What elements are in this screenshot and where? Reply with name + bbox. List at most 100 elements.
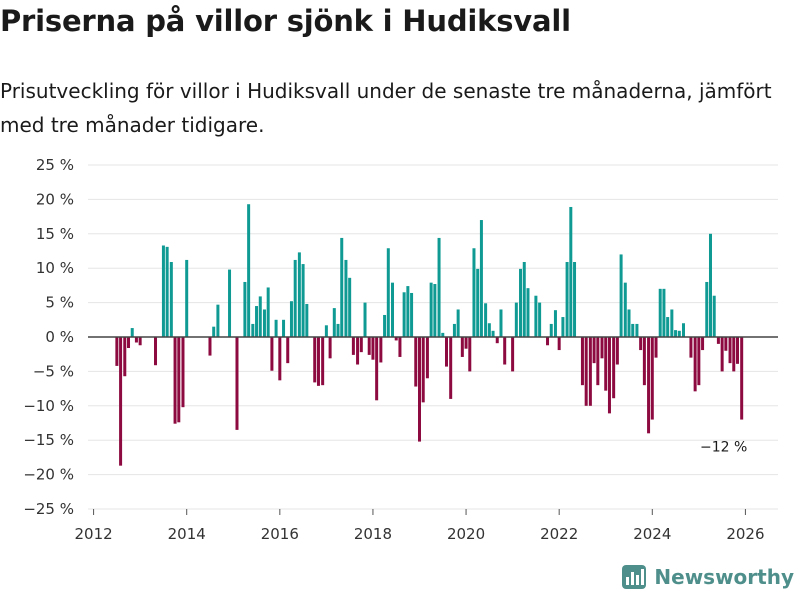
bar (328, 337, 332, 359)
bar (615, 337, 619, 365)
y-tick-label: 20 % (36, 190, 74, 208)
bar (336, 323, 340, 337)
bar (728, 337, 732, 364)
bar (247, 204, 251, 337)
bar (519, 268, 523, 337)
bar (429, 282, 433, 337)
bar (344, 259, 348, 337)
bar (421, 337, 425, 403)
bar (286, 337, 290, 364)
bar (154, 337, 158, 366)
chart-title: Priserna på villor sjönk i Hudiksvall (0, 4, 571, 38)
bar (165, 246, 169, 337)
bar (383, 314, 387, 337)
bar (258, 296, 262, 337)
bar (406, 286, 410, 337)
bar (735, 337, 739, 364)
brand-logo: Newsworthy (622, 562, 794, 592)
bar (181, 337, 185, 408)
axes: 25 % 20 % 15 % 10 % 5 % 0 % −5 % −10 % −15 % −20 … (23, 156, 778, 543)
x-tick-label: 2026 (726, 525, 764, 543)
bar (549, 323, 553, 337)
bar (301, 264, 305, 337)
bar (367, 337, 371, 355)
bar (324, 325, 328, 337)
bar (484, 303, 488, 337)
bar (414, 337, 418, 387)
bar (514, 302, 518, 337)
bar (449, 337, 453, 399)
bar (716, 337, 720, 344)
bar (491, 330, 495, 337)
x-tick-label: 2022 (540, 525, 578, 543)
bar (740, 337, 744, 420)
bar (127, 337, 131, 349)
bar (522, 262, 526, 337)
bar (297, 252, 301, 337)
bars (115, 204, 744, 466)
bar (289, 301, 293, 337)
bar (235, 337, 239, 430)
bar (130, 328, 134, 337)
bar (371, 337, 375, 360)
x-tick-label: 2020 (447, 525, 485, 543)
x-tick-label: 2024 (633, 525, 671, 543)
bar (631, 323, 635, 337)
bar (282, 319, 286, 337)
bar (612, 337, 616, 399)
bar (441, 332, 445, 337)
bar (635, 323, 639, 337)
x-tick-label: 2018 (354, 525, 392, 543)
bar (270, 337, 274, 371)
bar (677, 330, 681, 337)
bar (708, 233, 712, 337)
bar (623, 282, 627, 337)
bar (607, 337, 611, 414)
bar (161, 245, 165, 337)
y-tick-label: 15 % (36, 225, 74, 243)
bar (670, 309, 674, 337)
bar (134, 337, 138, 343)
bar (340, 237, 344, 337)
bar (705, 281, 709, 337)
bar (293, 259, 297, 337)
bar (169, 262, 173, 337)
bar (185, 259, 189, 337)
bar (596, 337, 600, 386)
bar (627, 309, 631, 337)
bar (321, 337, 325, 386)
bar (119, 337, 123, 466)
bar (266, 287, 270, 337)
bar (398, 337, 402, 357)
bar (464, 337, 468, 349)
bar (173, 337, 177, 424)
bar (425, 337, 429, 379)
bar (208, 337, 212, 356)
bar (600, 337, 604, 359)
bar (274, 319, 278, 337)
bar (720, 337, 724, 372)
bar (732, 337, 736, 372)
bar (460, 337, 464, 357)
bar (642, 337, 646, 386)
bar (390, 282, 394, 337)
bar (251, 323, 255, 337)
bar (658, 288, 662, 337)
bar (487, 323, 491, 337)
bar (503, 337, 507, 365)
bar (639, 337, 643, 351)
bar (604, 337, 608, 391)
bar (123, 337, 127, 377)
bar (553, 310, 557, 337)
bar (445, 337, 448, 367)
bar (228, 269, 232, 337)
bar (479, 220, 483, 337)
bar (580, 337, 584, 386)
bar (526, 288, 530, 337)
bar (359, 337, 363, 353)
chart-subtitle: Prisutveckling för villor i Hudiksvall u… (0, 79, 772, 137)
bar (538, 302, 542, 337)
bar (472, 248, 476, 337)
bar (689, 337, 693, 358)
